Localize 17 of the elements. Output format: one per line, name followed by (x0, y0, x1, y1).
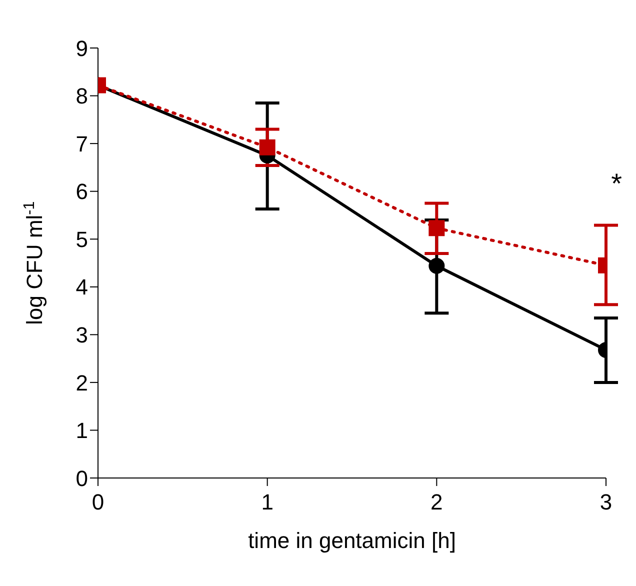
y-tick-label: 4 (76, 274, 88, 300)
x-tick-label: 0 (92, 490, 104, 515)
y-tick-label: 1 (76, 418, 88, 444)
text: * (611, 168, 622, 199)
x-tick-label: 2 (430, 490, 443, 515)
y-tick-label: 6 (76, 179, 88, 204)
x-tick-label: 3 (600, 490, 612, 515)
x-axis-title: time in gentamicin [h] (248, 528, 456, 553)
y-tick-label: 0 (76, 466, 88, 491)
y-tick-label: 5 (76, 226, 88, 252)
y-tick-label: 8 (76, 84, 88, 109)
y-tick-label: 3 (76, 322, 88, 348)
y-tick-label: 2 (76, 370, 88, 396)
x-tick-label: 1 (261, 490, 274, 515)
y-tick-label: 7 (76, 131, 88, 156)
point (428, 258, 445, 274)
y-tick-label: 9 (76, 36, 88, 61)
